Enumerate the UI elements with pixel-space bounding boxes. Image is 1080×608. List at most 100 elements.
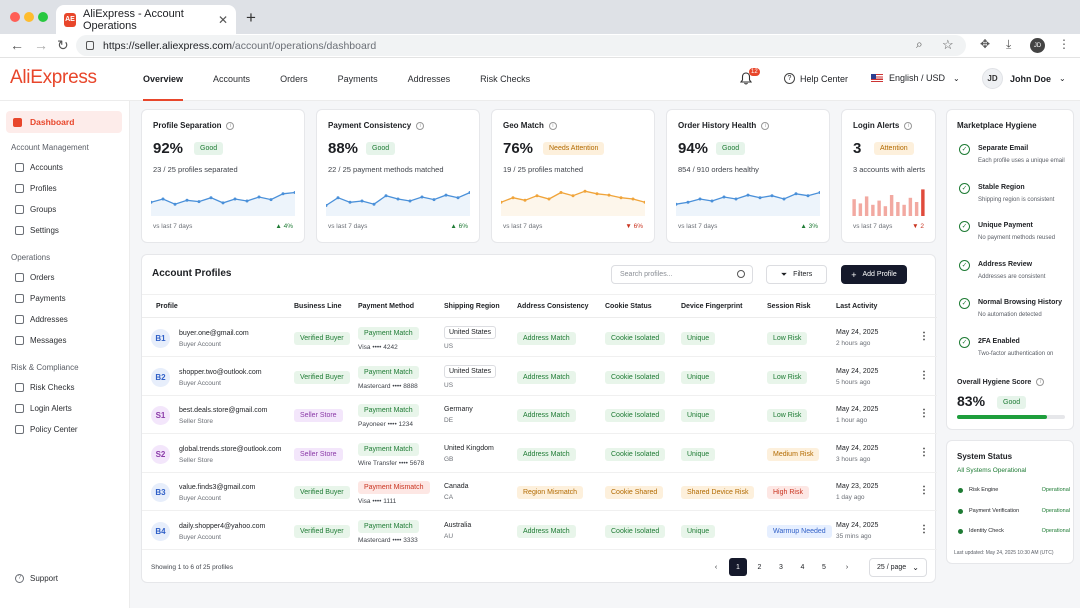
column-header-business-line[interactable]: Business Line bbox=[294, 303, 342, 310]
payment-method-cell: Payment Match Wire Transfer •••• 5678 bbox=[358, 442, 424, 467]
bookmark-star-icon[interactable]: ☆ bbox=[942, 37, 954, 52]
browser-tab[interactable]: AE AliExpress - Account Operations ✕ bbox=[56, 5, 236, 34]
search-input[interactable]: Search profiles... bbox=[611, 265, 753, 284]
browser-menu-icon[interactable]: ⋮ bbox=[1058, 37, 1070, 51]
per-page-select[interactable]: 25 / page ⌄ bbox=[869, 558, 927, 577]
column-header-cookie-status[interactable]: Cookie Status bbox=[605, 303, 652, 310]
spark-point bbox=[631, 197, 635, 201]
add-profile-button[interactable]: + Add Profile bbox=[841, 265, 907, 284]
user-menu[interactable]: JD John Doe ⌄ bbox=[982, 68, 1066, 89]
nav-tab-orders[interactable]: Orders bbox=[280, 74, 308, 84]
close-window-button[interactable] bbox=[10, 12, 20, 22]
kpi-bar-sparkline bbox=[852, 189, 925, 216]
region-code: GB bbox=[444, 455, 454, 463]
column-header-payment-method[interactable]: Payment Method bbox=[358, 303, 415, 310]
pagination-prev-icon[interactable]: ‹ bbox=[714, 563, 718, 571]
pagination-page-2[interactable]: 2 bbox=[757, 563, 762, 571]
info-icon[interactable]: i bbox=[416, 121, 425, 130]
nav-tab-accounts[interactable]: Accounts bbox=[213, 74, 251, 84]
sidebar-item-orders[interactable]: Orders bbox=[15, 273, 54, 282]
pagination-page-5[interactable]: 5 bbox=[822, 563, 826, 571]
info-icon[interactable]: i bbox=[226, 121, 235, 130]
help-center-link[interactable]: ? Help Center bbox=[784, 73, 848, 84]
kpi-sparkline bbox=[501, 189, 645, 216]
row-menu-icon[interactable]: ⋮ bbox=[919, 408, 929, 419]
sidebar-item-profiles[interactable]: Profiles bbox=[15, 184, 57, 193]
maximize-window-button[interactable] bbox=[38, 12, 48, 22]
nav-tab-overview[interactable]: Overview bbox=[143, 59, 184, 101]
download-icon[interactable]: ⤓ bbox=[1006, 37, 1012, 51]
shipping-region-select[interactable]: United States bbox=[444, 364, 497, 378]
column-header-profile[interactable]: Profile bbox=[156, 303, 178, 310]
spark-point bbox=[185, 198, 189, 202]
table-row[interactable]: S2 global.trends.store@outlook.com Seller … bbox=[142, 435, 937, 473]
cookie-status-badge: Cookie Isolated bbox=[605, 409, 666, 422]
browser-profile-avatar[interactable]: JD bbox=[1030, 38, 1045, 53]
last-activity-cell: May 24, 2025 5 hours ago bbox=[836, 368, 878, 386]
pagination-page-4[interactable]: 4 bbox=[800, 563, 805, 571]
language-currency-select[interactable]: English / USD ⌄ bbox=[871, 73, 960, 83]
notifications-bell[interactable]: 12 bbox=[739, 68, 760, 85]
sidebar-item-groups[interactable]: Groups bbox=[15, 205, 56, 214]
session-risk-badge: High Risk bbox=[767, 486, 809, 499]
pagination-page-3[interactable]: 3 bbox=[779, 563, 783, 571]
extensions-icon[interactable]: ✥ bbox=[980, 37, 991, 51]
row-menu-icon[interactable]: ⋮ bbox=[919, 523, 929, 535]
addresses-icon bbox=[15, 315, 24, 324]
sidebar-item-settings[interactable]: Settings bbox=[15, 226, 59, 235]
sidebar-section-account-management: Account Management bbox=[11, 143, 89, 152]
table-row[interactable]: B3 value.finds3@gmail.com Buyer Account Ver… bbox=[142, 473, 937, 511]
column-header-session-risk[interactable]: Session Risk bbox=[767, 303, 811, 310]
sidebar-item-policy-center[interactable]: Policy Center bbox=[15, 425, 78, 434]
zoom-search-icon[interactable]: ⌕ bbox=[916, 37, 923, 51]
table-row[interactable]: S1 best.deals.store@gmail.com Seller Store… bbox=[142, 396, 937, 434]
sidebar-item-support[interactable]: ? Support bbox=[15, 574, 58, 583]
settings-icon bbox=[15, 226, 24, 235]
forward-icon[interactable]: → bbox=[34, 37, 48, 53]
back-icon[interactable]: ← bbox=[10, 37, 24, 53]
nav-tab-risk-checks[interactable]: Risk Checks bbox=[480, 74, 531, 84]
info-icon[interactable]: i bbox=[761, 121, 770, 130]
column-header-last-activity[interactable]: Last Activity bbox=[836, 303, 878, 310]
sidebar-item-login-alerts[interactable]: Login Alerts bbox=[15, 404, 72, 413]
table-row[interactable]: B2 shopper.two@outlook.com Buyer Account Ve… bbox=[142, 358, 937, 396]
reload-icon[interactable]: ↻ bbox=[57, 37, 69, 53]
info-icon[interactable]: i bbox=[548, 121, 557, 130]
filters-button[interactable]: ⏷ Filters bbox=[766, 265, 827, 284]
sidebar-item-risk-checks[interactable]: Risk Checks bbox=[15, 383, 74, 392]
profile-avatar: B4 bbox=[151, 521, 170, 541]
nav-tab-addresses[interactable]: Addresses bbox=[407, 74, 451, 84]
aliexpress-logo[interactable]: AliExpress bbox=[10, 67, 97, 88]
close-tab-icon[interactable]: ✕ bbox=[217, 12, 228, 27]
row-menu-icon[interactable]: ⋮ bbox=[919, 446, 929, 458]
minimize-window-button[interactable] bbox=[24, 12, 34, 22]
info-icon[interactable]: i bbox=[904, 121, 913, 130]
url-bar[interactable]: https://seller.aliexpress.com/account/op… bbox=[76, 35, 966, 56]
table-row[interactable]: B1 buyer.one@gmail.com Buyer Account Verifi… bbox=[142, 319, 937, 357]
row-menu-icon[interactable]: ⋮ bbox=[919, 369, 929, 381]
column-header-shipping-region[interactable]: Shipping Region bbox=[444, 303, 500, 310]
system-component-name: Identity Check bbox=[969, 528, 1004, 534]
filter-icon: ⏷ bbox=[780, 269, 788, 279]
new-tab-button[interactable]: + bbox=[246, 8, 256, 27]
sidebar-item-messages[interactable]: Messages bbox=[15, 336, 66, 345]
kpi-delta: ▼ 6% bbox=[625, 223, 643, 230]
shipping-region-select[interactable]: United States bbox=[444, 326, 497, 339]
system-component-status: Operational bbox=[1041, 528, 1070, 534]
language-label: English / USD bbox=[889, 73, 946, 83]
sidebar-item-addresses[interactable]: Addresses bbox=[15, 315, 68, 324]
pagination-page-1[interactable]: 1 bbox=[729, 558, 747, 576]
sidebar-item-dashboard[interactable]: Dashboard bbox=[6, 111, 122, 133]
sidebar-item-payments[interactable]: Payments bbox=[15, 294, 66, 303]
table-row[interactable]: B4 daily.shopper4@yahoo.com Buyer Account V… bbox=[142, 512, 937, 550]
info-icon[interactable]: i bbox=[1036, 378, 1045, 386]
nav-tab-payments[interactable]: Payments bbox=[337, 74, 378, 84]
pagination-next-icon[interactable]: › bbox=[845, 563, 849, 571]
shipping-region-cell: Canada CA bbox=[444, 483, 469, 501]
row-menu-icon[interactable]: ⋮ bbox=[919, 331, 929, 342]
column-header-device-fingerprint[interactable]: Device Fingerprint bbox=[681, 303, 743, 310]
sidebar-item-label: Payments bbox=[30, 294, 66, 303]
sidebar-item-accounts[interactable]: Accounts bbox=[15, 163, 63, 172]
row-menu-icon[interactable]: ⋮ bbox=[919, 485, 929, 496]
column-header-address-consistency[interactable]: Address Consistency bbox=[517, 303, 589, 310]
